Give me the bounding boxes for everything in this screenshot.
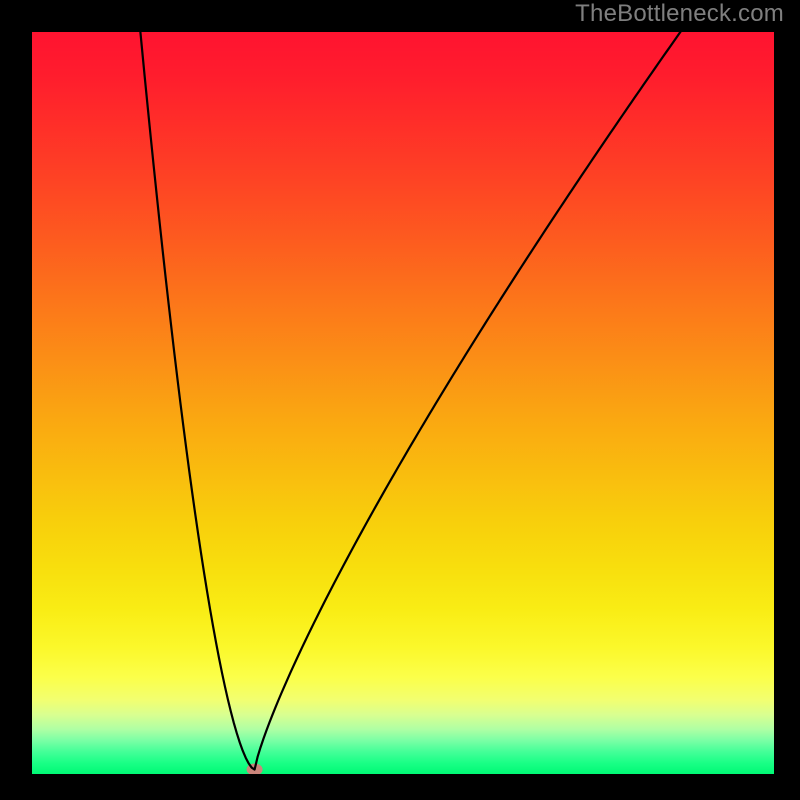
bottleneck-chart-svg <box>0 0 800 800</box>
watermark-text: TheBottleneck.com <box>575 0 784 28</box>
chart-stage: TheBottleneck.com <box>0 0 800 800</box>
plot-gradient-background <box>32 32 774 774</box>
plot-area <box>17 0 789 776</box>
